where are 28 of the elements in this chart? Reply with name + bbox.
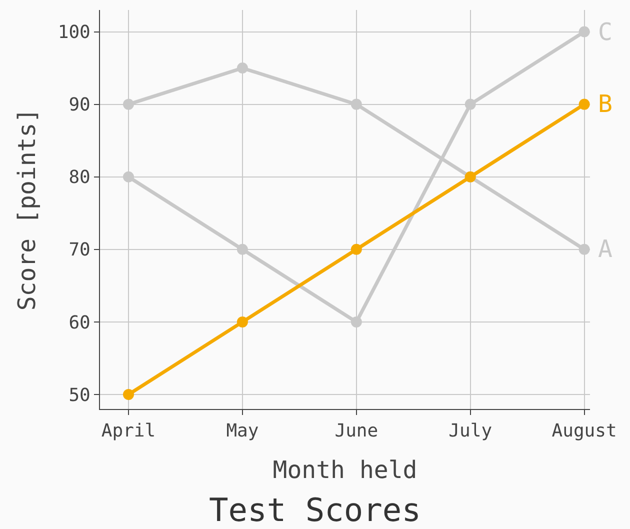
point (122, 388, 134, 400)
y-tick-label: 60 (68, 312, 90, 334)
point (578, 26, 590, 38)
point (350, 98, 362, 110)
y-tick-label: 70 (68, 240, 90, 261)
y-tick-label: 50 (68, 384, 90, 406)
x-tick-label: July (448, 420, 492, 442)
point (578, 98, 590, 110)
x-tick-label: May (226, 420, 259, 442)
point (236, 244, 248, 255)
y-tick-label: 90 (68, 94, 90, 116)
x-tick-label: April (101, 420, 156, 442)
x-tick-label: August (552, 420, 617, 442)
y-tick-label: 80 (68, 167, 90, 188)
x-tick-label: June (334, 420, 378, 442)
point (236, 62, 248, 74)
series-label: B (598, 90, 612, 118)
point (350, 244, 362, 255)
point (350, 316, 362, 328)
point (578, 244, 590, 255)
y-axis-title: Score [points] (12, 108, 41, 311)
point (122, 98, 134, 110)
text: Test Scores (209, 491, 421, 529)
point (464, 98, 476, 110)
x-axis-title: Month held (272, 456, 418, 484)
y-tick-label: 100 (58, 22, 90, 44)
point (122, 171, 134, 182)
point (236, 316, 248, 328)
